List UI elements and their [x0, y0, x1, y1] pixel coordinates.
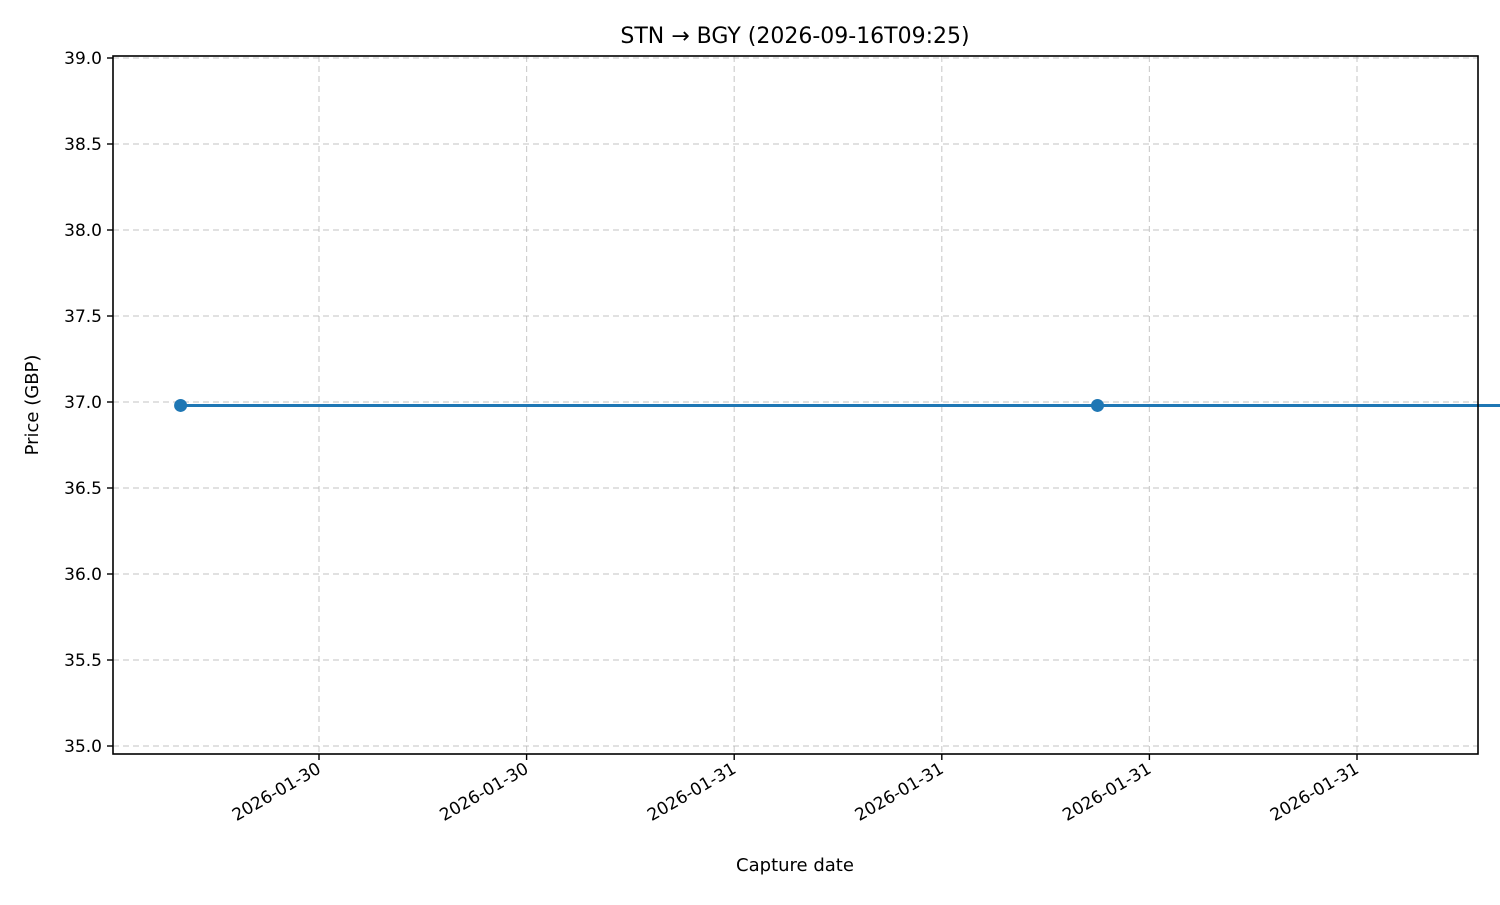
y-tick-label: 35.5 — [64, 651, 102, 671]
y-tick-label: 37.0 — [64, 393, 102, 413]
tick-layer: 35.0 35.5 36.0 36.5 37.0 37.5 38.0 38.5 39.0 2026… — [64, 49, 1362, 826]
x-tick-label: 2026-01-31 — [1059, 759, 1155, 826]
data-point — [1091, 398, 1104, 412]
x-tick-label: 2026-01-31 — [1267, 759, 1363, 826]
y-tick-label: 36.5 — [64, 479, 102, 499]
x-tick-label: 2026-01-31 — [852, 759, 948, 826]
x-axis-label: Capture date — [736, 855, 854, 876]
y-tick-label: 35.0 — [64, 737, 102, 757]
y-tick-label: 37.5 — [64, 307, 102, 327]
plot-frame — [112, 55, 1479, 755]
y-tick-label: 39.0 — [64, 49, 102, 69]
series-layer — [174, 398, 1500, 412]
grid-layer — [113, 56, 1478, 754]
chart-title: STN → BGY (2026-09-16T09:25) — [620, 24, 969, 49]
y-axis-label: Price (GBP) — [22, 355, 43, 456]
y-tick-label: 36.0 — [64, 565, 102, 585]
x-tick-label: 2026-01-31 — [644, 759, 740, 826]
x-tick-label: 2026-01-30 — [437, 759, 533, 826]
x-tick-label: 2026-01-30 — [229, 759, 325, 826]
data-point — [174, 398, 188, 412]
y-tick-label: 38.0 — [64, 221, 102, 241]
y-tick-label: 38.5 — [64, 135, 102, 155]
